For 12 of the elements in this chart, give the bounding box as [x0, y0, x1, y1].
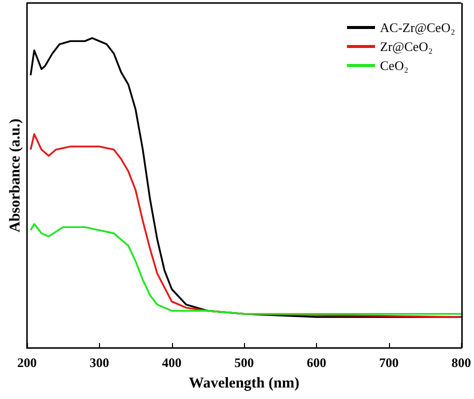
- x-tick-label: 400: [162, 355, 182, 370]
- legend-label: Zr@CeO₂: [380, 39, 433, 54]
- x-tick-label: 800: [452, 355, 471, 370]
- legend-label: AC-Zr@CeO₂: [380, 20, 456, 35]
- x-tick-label: 500: [234, 355, 254, 370]
- legend-label: CeO₂: [380, 58, 408, 73]
- x-tick-label: 700: [379, 355, 399, 370]
- x-tick-label: 200: [17, 355, 37, 370]
- x-tick-label: 600: [306, 355, 326, 370]
- x-axis-title: Wavelength (nm): [188, 376, 300, 392]
- y-axis-title: Absorbance (a.u.): [8, 118, 24, 232]
- x-tick-label: 300: [90, 355, 110, 370]
